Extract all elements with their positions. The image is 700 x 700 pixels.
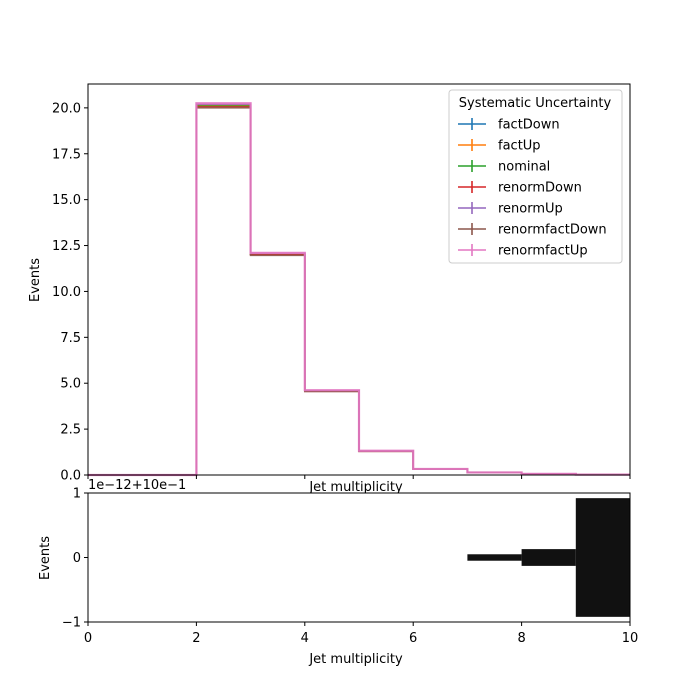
main-x-ticks — [87, 475, 631, 479]
legend-title: Systematic Uncertainty — [459, 96, 612, 111]
legend-label-nominal: nominal — [498, 160, 550, 175]
legend-box — [448, 89, 623, 264]
y-tick-label: 10.0 — [52, 285, 81, 300]
y-tick-label: 0.0 — [60, 469, 81, 484]
y-tick-label: 12.5 — [52, 239, 81, 254]
legend-entry-renormfactUp[interactable]: renormfactUp — [458, 244, 588, 259]
ratio-x-tick-label: 2 — [192, 631, 200, 646]
ratio-y-tick-label: 1 — [73, 487, 81, 502]
ratio-bands — [467, 498, 630, 617]
y-tick-label: 5.0 — [60, 377, 81, 392]
step-series-group — [88, 102, 630, 477]
legend-label-renormfactDown: renormfactDown — [498, 223, 607, 238]
legend-label-factUp: factUp — [498, 139, 541, 154]
legend-label-renormfactUp: renormfactUp — [498, 244, 588, 259]
y-tick-label: 20.0 — [52, 101, 81, 116]
legend-entry-factDown[interactable]: factDown — [458, 118, 560, 133]
legend[interactable]: Systematic Uncertainty factDown factUp nom… — [448, 89, 623, 264]
ratio-y-ticks: −1 0 1 — [62, 487, 88, 631]
y-tick-label: 2.5 — [60, 423, 81, 438]
uncertainty-band-2 — [575, 498, 630, 617]
ratio-x-ticks: 0 2 4 6 8 10 — [84, 622, 638, 646]
ratio-y-tick-label: 0 — [73, 551, 81, 566]
ratio-plot-panel: −101 0 2 4 6 8 10 1e−12+10e−1 Jet multiplicit… — [38, 478, 638, 667]
legend-entry-nominal[interactable]: nominal — [458, 160, 550, 175]
main-x-axis-label: Jet multiplicity — [308, 480, 403, 495]
ratio-x-axis-label: Jet multiplicity — [308, 652, 403, 667]
main-plot-panel: 0.0 2.5 5.0 7.5 10.0 12.5 15.0 17.5 20.0 Jet mul… — [28, 83, 631, 495]
main-plot-frame — [87, 83, 631, 476]
legend-label-factDown: factDown — [498, 118, 560, 133]
main-y-axis-label: Events — [28, 258, 43, 302]
y-tick-label: 17.5 — [52, 147, 81, 162]
ratio-x-tick-label: 0 — [84, 631, 92, 646]
y-tick-label: 7.5 — [60, 331, 81, 346]
legend-entries: factDown factUp nominal renormDown renormUp r… — [458, 118, 607, 259]
y-tick-label: 15.0 — [52, 193, 81, 208]
ratio-y-axis-label: Events — [38, 536, 53, 580]
ratio-y-tick-label: −1 — [62, 616, 81, 631]
uncertainty-band-0 — [467, 554, 522, 561]
legend-label-renormUp: renormUp — [498, 202, 563, 217]
legend-entry-renormDown[interactable]: renormDown — [458, 181, 582, 196]
ratio-x-tick-label: 8 — [517, 631, 525, 646]
ratio-x-tick-label: 6 — [409, 631, 417, 646]
main-y-ticks: 0.0 2.5 5.0 7.5 10.0 12.5 15.0 17.5 20.0 — [52, 101, 88, 484]
legend-entry-renormfactDown[interactable]: renormfactDown — [458, 223, 607, 238]
legend-entry-factUp[interactable]: factUp — [458, 139, 541, 154]
uncertainty-band-1 — [521, 549, 576, 566]
ratio-offset-text: 1e−12+10e−1 — [88, 478, 186, 493]
ratio-x-tick-label: 10 — [622, 631, 639, 646]
legend-entry-renormUp[interactable]: renormUp — [458, 202, 563, 217]
legend-label-renormDown: renormDown — [498, 181, 582, 196]
series-line-renormfactUp — [88, 102, 630, 477]
ratio-x-tick-label: 4 — [301, 631, 309, 646]
